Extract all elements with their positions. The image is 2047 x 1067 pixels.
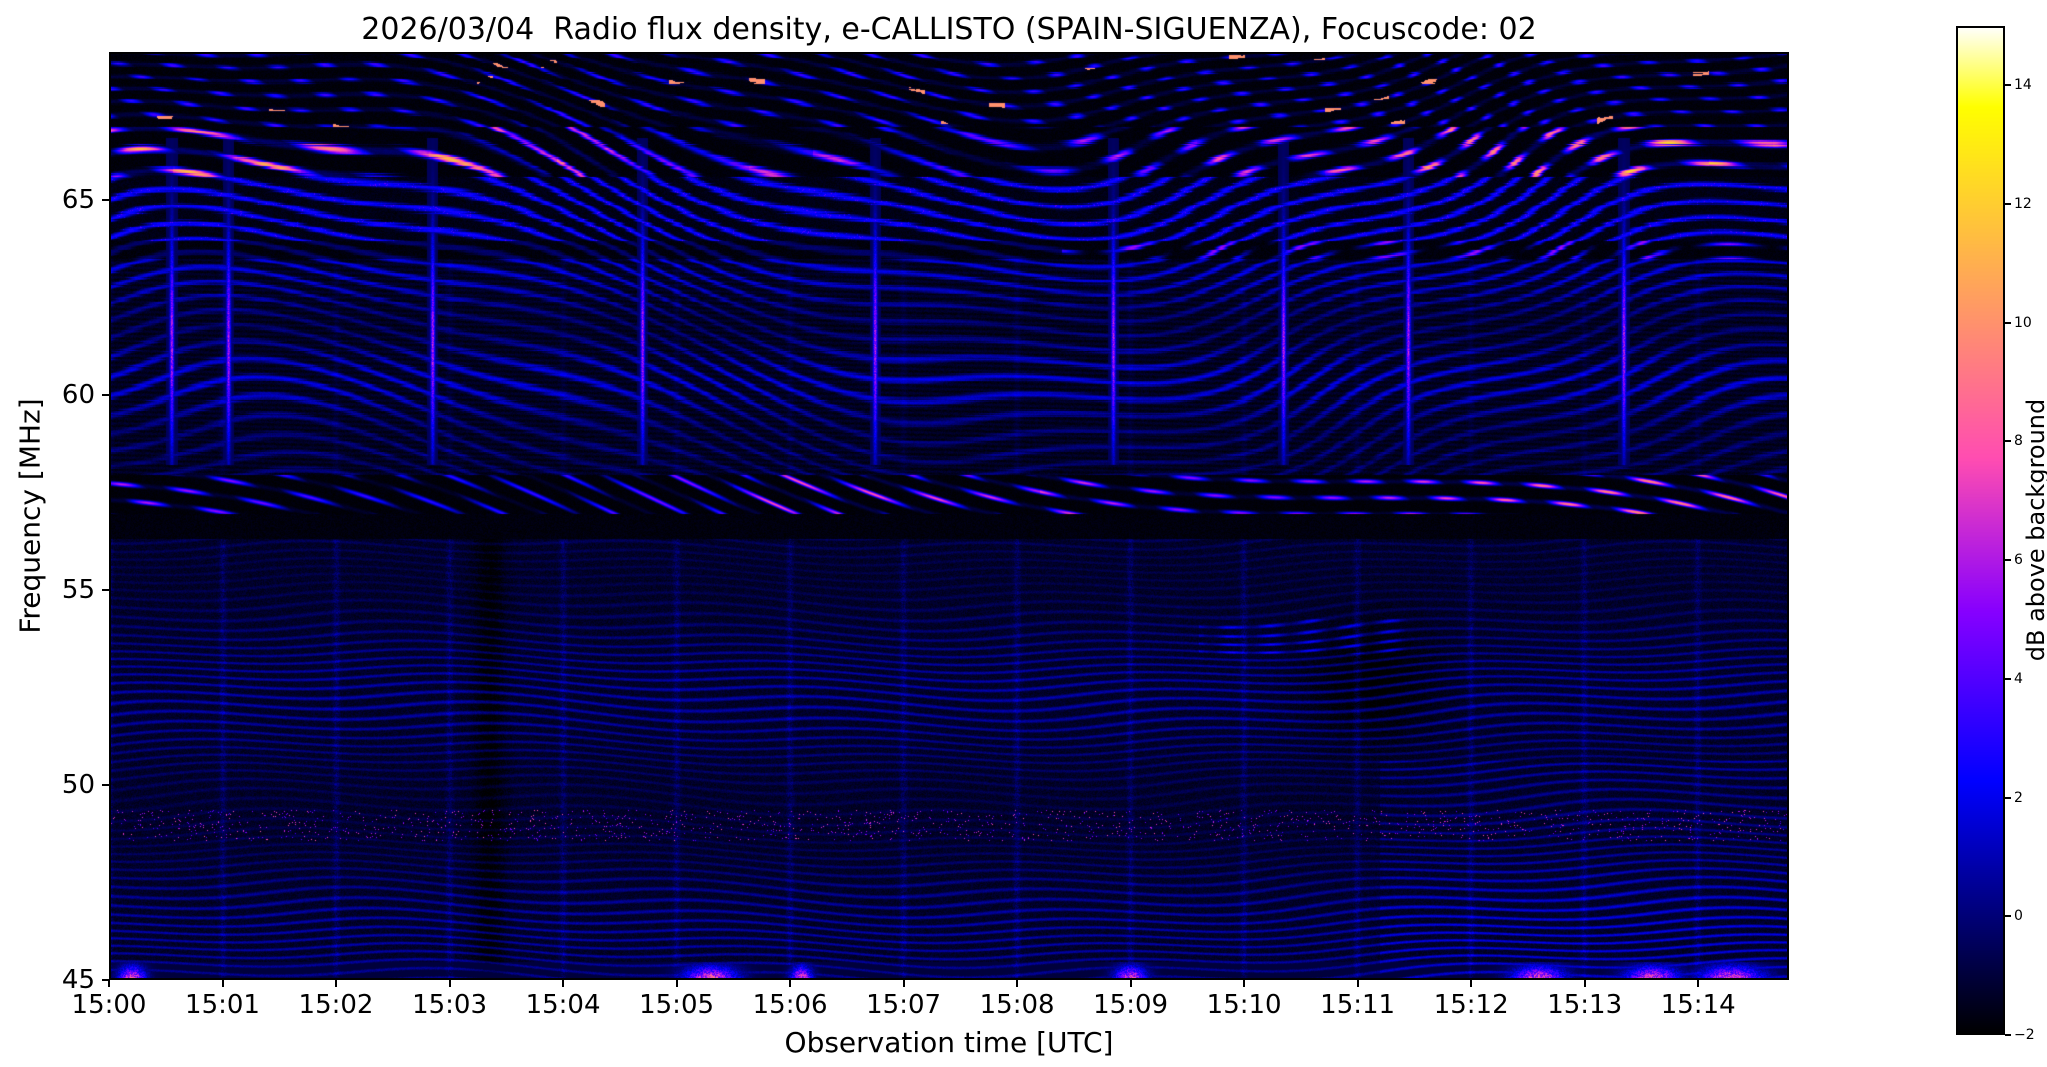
- x-tick-label: 15:03: [412, 990, 487, 1020]
- x-tick-mark: [562, 980, 565, 987]
- y-tick-label: 55: [61, 575, 95, 606]
- x-tick-label: 15:02: [298, 990, 374, 1020]
- colorbar-tick-label: 10: [2014, 314, 2032, 331]
- x-tick-mark: [1016, 980, 1019, 987]
- y-tick-mark: [102, 784, 109, 787]
- chart-title: 2026/03/04 Radio flux density, e-CALLIST…: [361, 12, 1537, 47]
- x-tick-mark: [1129, 980, 1132, 987]
- colorbar-tick-mark: [2005, 203, 2011, 206]
- y-tick-label: 45: [61, 965, 95, 995]
- colorbar-tick-label: 8: [2014, 433, 2023, 450]
- x-axis-label: Observation time [UTC]: [784, 1026, 1114, 1059]
- x-tick-mark: [1356, 980, 1359, 987]
- colorbar-tick-label: 6: [2014, 552, 2023, 569]
- colorbar-tick-mark: [2005, 84, 2011, 87]
- colorbar-tick-mark: [2005, 677, 2011, 680]
- x-tick-mark: [902, 980, 905, 987]
- x-tick-label: 15:07: [866, 990, 942, 1020]
- x-tick-mark: [1697, 980, 1700, 987]
- x-tick-label: 15:10: [1206, 990, 1282, 1020]
- colorbar-tick-label: 2: [2014, 789, 2023, 806]
- colorbar-gradient: [1956, 26, 2005, 1035]
- x-tick-label: 15:06: [752, 990, 828, 1020]
- colorbar-tick-mark: [2005, 1034, 2011, 1036]
- colorbar-tick-label: 12: [2014, 196, 2032, 213]
- x-tick-mark: [1470, 980, 1473, 987]
- x-tick-mark: [448, 980, 451, 987]
- x-tick-label: 15:13: [1547, 990, 1623, 1020]
- y-tick-mark: [102, 979, 109, 981]
- x-tick-mark: [789, 980, 792, 987]
- y-tick-label: 60: [61, 380, 95, 411]
- x-tick-label: 15:14: [1660, 990, 1736, 1020]
- colorbar-tick-mark: [2005, 559, 2011, 562]
- x-tick-mark: [335, 980, 338, 987]
- x-tick-mark: [108, 980, 110, 987]
- x-tick-label: 15:05: [639, 990, 715, 1020]
- colorbar-tick-label: 0: [2014, 908, 2023, 925]
- x-tick-label: 15:12: [1433, 990, 1509, 1020]
- x-tick-label: 15:01: [185, 990, 260, 1020]
- spectrogram-heatmap: [109, 52, 1789, 980]
- y-tick-mark: [102, 199, 109, 202]
- y-tick-mark: [102, 589, 109, 592]
- y-tick-label: 65: [61, 185, 95, 216]
- x-tick-label: 15:00: [71, 990, 147, 1020]
- y-tick-label: 50: [61, 770, 95, 801]
- colorbar-tick-mark: [2005, 915, 2011, 918]
- x-tick-label: 15:08: [979, 990, 1055, 1020]
- x-tick-label: 15:04: [525, 990, 601, 1020]
- x-tick-label: 15:09: [1093, 990, 1169, 1020]
- x-tick-mark: [1583, 980, 1586, 987]
- x-tick-mark: [675, 980, 678, 987]
- colorbar-tick-mark: [2005, 321, 2011, 324]
- colorbar-tick-mark: [2005, 796, 2011, 799]
- colorbar-tick-mark: [2005, 440, 2011, 443]
- colorbar-tick-label: −2: [2014, 1027, 2035, 1043]
- colorbar-tick-label: 14: [2014, 77, 2032, 94]
- x-tick-mark: [1243, 980, 1246, 987]
- colorbar-label: dB above background: [2022, 398, 2047, 662]
- colorbar-tick-label: 4: [2014, 670, 2023, 687]
- x-tick-label: 15:11: [1320, 990, 1396, 1020]
- x-tick-mark: [221, 980, 224, 987]
- y-tick-mark: [102, 394, 109, 397]
